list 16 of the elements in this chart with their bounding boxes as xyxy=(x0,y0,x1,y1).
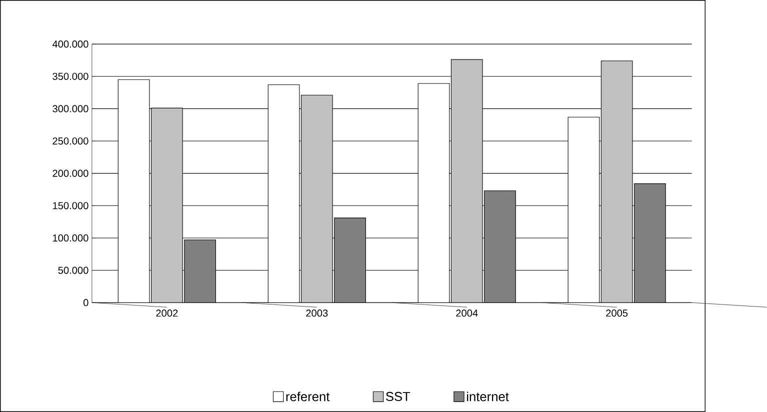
legend-label: internet xyxy=(467,392,509,402)
y-tick-label: 350.000 xyxy=(52,72,88,80)
x-tick-label: 2003 xyxy=(306,310,328,317)
y-tick-label: 150.000 xyxy=(53,202,88,210)
y-tick-label: 250.000 xyxy=(52,137,88,145)
x-tick-label: 2004 xyxy=(456,310,478,317)
y-tick-label: 0 xyxy=(83,299,88,306)
legend-label: referent xyxy=(286,392,330,402)
legend-label: SST xyxy=(386,392,410,402)
y-tick-label: 400.000 xyxy=(52,40,88,48)
y-tick-label: 200.000 xyxy=(52,170,88,177)
y-tick-label: 300.000 xyxy=(52,105,88,112)
y-tick-label: 100.000 xyxy=(53,234,88,242)
x-tick-label: 2005 xyxy=(606,310,628,317)
y-tick-label: 50.000 xyxy=(58,266,88,274)
x-tick-label: 2002 xyxy=(156,310,178,317)
